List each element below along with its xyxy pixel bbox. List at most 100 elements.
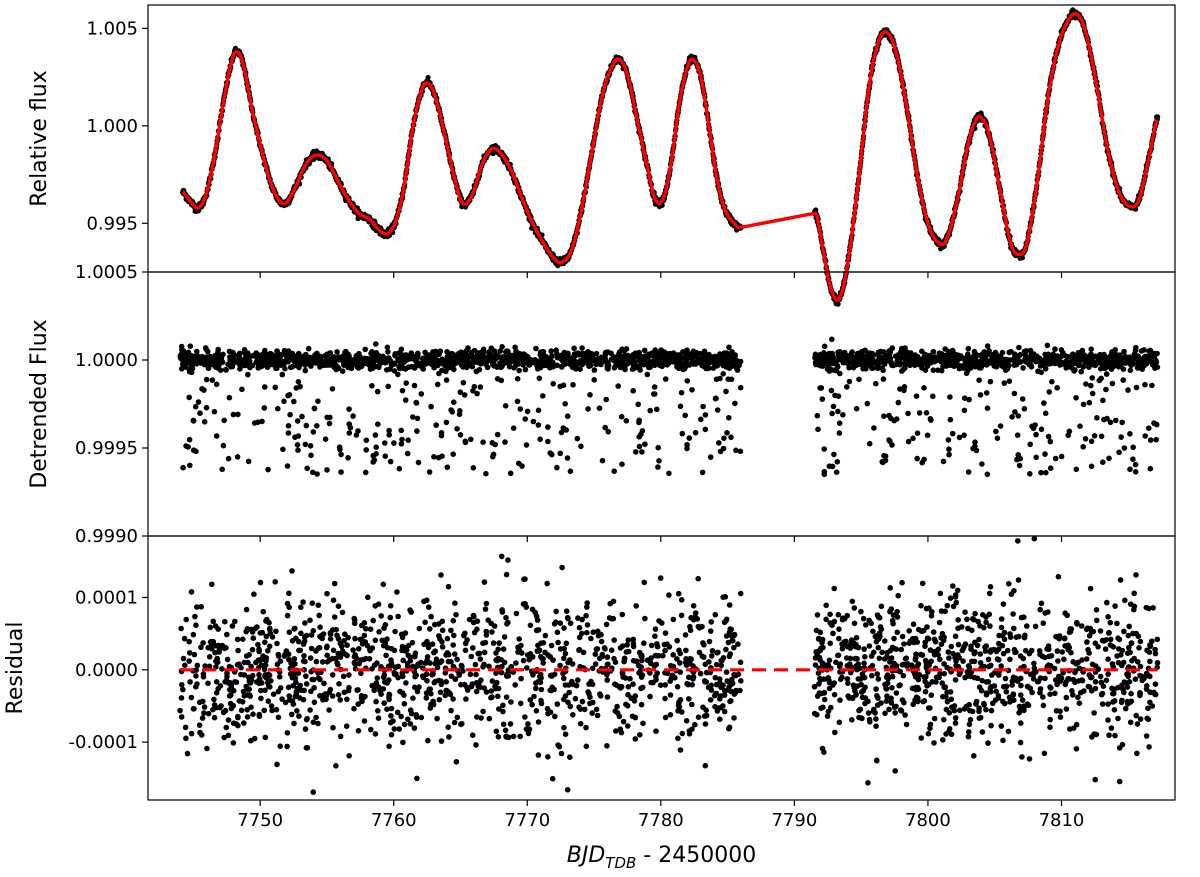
detrended-point <box>578 443 584 450</box>
detrended-point <box>1054 385 1060 391</box>
detrended-point <box>547 365 553 371</box>
detrended-point <box>945 437 952 443</box>
detrended-point <box>702 426 709 433</box>
detrended-point <box>255 419 261 426</box>
detrended-point <box>684 445 690 452</box>
detrended-point <box>821 446 827 452</box>
detrended-point <box>560 425 567 431</box>
detrended-point <box>922 367 929 374</box>
detrended-point <box>1113 417 1119 424</box>
detrended-point <box>194 348 200 355</box>
detrended-point <box>594 359 600 366</box>
detrended-point <box>295 447 301 454</box>
y-tick-label: 1.005 <box>86 18 138 39</box>
detrended-point <box>540 393 546 399</box>
detrended-point <box>451 352 457 358</box>
detrended-point <box>387 458 394 465</box>
detrended-point <box>720 371 726 377</box>
detrended-point <box>230 411 237 418</box>
detrended-point <box>287 411 293 418</box>
detrended-point <box>284 463 291 469</box>
detrended-point <box>346 406 352 412</box>
detrended-point <box>506 363 513 370</box>
detrended-point <box>928 417 934 423</box>
detrended-point <box>426 469 433 475</box>
detrended-point <box>299 413 305 420</box>
detrended-point <box>677 403 684 410</box>
detrended-point <box>211 408 218 415</box>
detrended-point <box>1100 397 1106 404</box>
detrended-point <box>431 454 437 460</box>
detrended-point <box>864 400 871 407</box>
detrended-point <box>554 464 560 471</box>
detrended-point <box>946 446 952 453</box>
detrended-point <box>382 360 389 366</box>
detrended-point <box>997 423 1004 429</box>
detrended-point <box>726 415 732 421</box>
detrended-point <box>518 354 524 361</box>
detrended-point <box>678 389 685 396</box>
detrended-point <box>239 386 245 393</box>
detrended-point <box>1082 436 1089 442</box>
detrended-point <box>516 460 522 467</box>
detrended-point <box>345 455 351 461</box>
x-tickmarks-relative-flux <box>259 272 1063 278</box>
detrended-point <box>507 470 514 477</box>
detrended-point <box>197 355 203 362</box>
detrended-point <box>524 353 531 360</box>
detrended-point <box>400 357 406 363</box>
detrended-point <box>1125 387 1131 393</box>
detrended-point <box>965 345 972 352</box>
detrended-point <box>636 443 643 450</box>
detrended-point <box>411 382 418 389</box>
detrended-point <box>470 355 477 361</box>
detrended-point <box>209 377 216 383</box>
detrended-point <box>713 376 720 383</box>
detrended-point <box>294 418 301 424</box>
detrended-point <box>524 408 531 415</box>
detrended-point <box>568 355 574 362</box>
detrended-point <box>913 393 920 400</box>
detrended-point <box>1073 466 1080 473</box>
detrended-point <box>680 355 686 361</box>
detrended-point <box>443 377 450 383</box>
detrended-point <box>201 419 208 425</box>
detrended-point <box>396 465 403 472</box>
detrended-point <box>905 410 911 417</box>
detrended-point <box>571 345 577 352</box>
detrended-point <box>935 367 941 374</box>
detrended-point <box>404 450 411 457</box>
detrended-point <box>179 366 185 372</box>
detrended-point <box>705 365 712 372</box>
detrended-point <box>916 410 923 416</box>
detrended-point <box>577 360 583 366</box>
detrended-point <box>1107 419 1114 426</box>
detrended-point <box>829 336 835 343</box>
detrended-point <box>392 352 398 359</box>
detrended-point <box>195 399 202 405</box>
detrended-point <box>1012 409 1018 415</box>
detrended-point <box>457 389 464 396</box>
detrended-point <box>368 350 374 357</box>
detrended-point <box>362 469 369 476</box>
detrended-point <box>1016 344 1022 351</box>
detrended-point <box>1046 389 1052 395</box>
detrended-point <box>700 355 706 361</box>
detrended-point <box>439 360 446 367</box>
detrended-point <box>923 410 930 416</box>
detrended-point <box>418 362 425 369</box>
detrended-point <box>247 364 253 371</box>
detrended-point <box>819 396 826 402</box>
detrended-point <box>373 341 379 347</box>
detrended-point <box>712 395 719 402</box>
detrended-point <box>570 382 576 388</box>
detrended-point <box>1043 469 1049 476</box>
detrended-point <box>265 466 271 473</box>
detrended-point <box>564 455 571 461</box>
detrended-point <box>535 422 542 428</box>
detrended-point <box>475 359 481 366</box>
detrended-point <box>221 417 227 424</box>
detrended-point <box>844 384 850 390</box>
